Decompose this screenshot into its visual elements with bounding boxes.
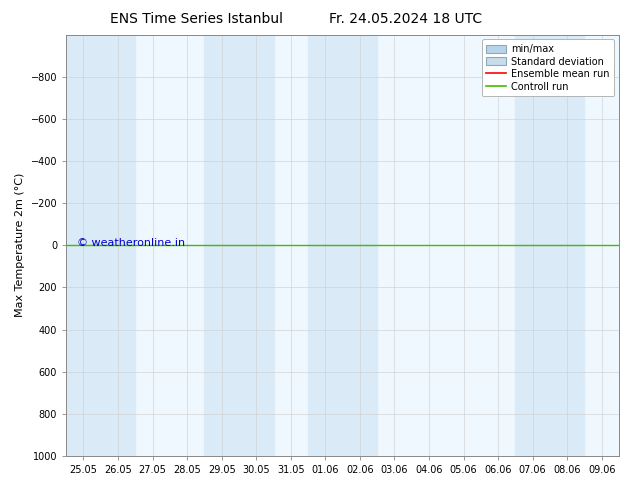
Text: ENS Time Series Istanbul: ENS Time Series Istanbul bbox=[110, 12, 283, 26]
Text: © weatheronline.in: © weatheronline.in bbox=[77, 238, 185, 248]
Legend: min/max, Standard deviation, Ensemble mean run, Controll run: min/max, Standard deviation, Ensemble me… bbox=[482, 40, 614, 97]
Bar bbox=[204, 35, 273, 456]
Y-axis label: Max Temperature 2m (°C): Max Temperature 2m (°C) bbox=[15, 173, 25, 318]
Bar bbox=[66, 35, 135, 456]
Text: Fr. 24.05.2024 18 UTC: Fr. 24.05.2024 18 UTC bbox=[329, 12, 482, 26]
Bar bbox=[308, 35, 377, 456]
Bar bbox=[515, 35, 585, 456]
